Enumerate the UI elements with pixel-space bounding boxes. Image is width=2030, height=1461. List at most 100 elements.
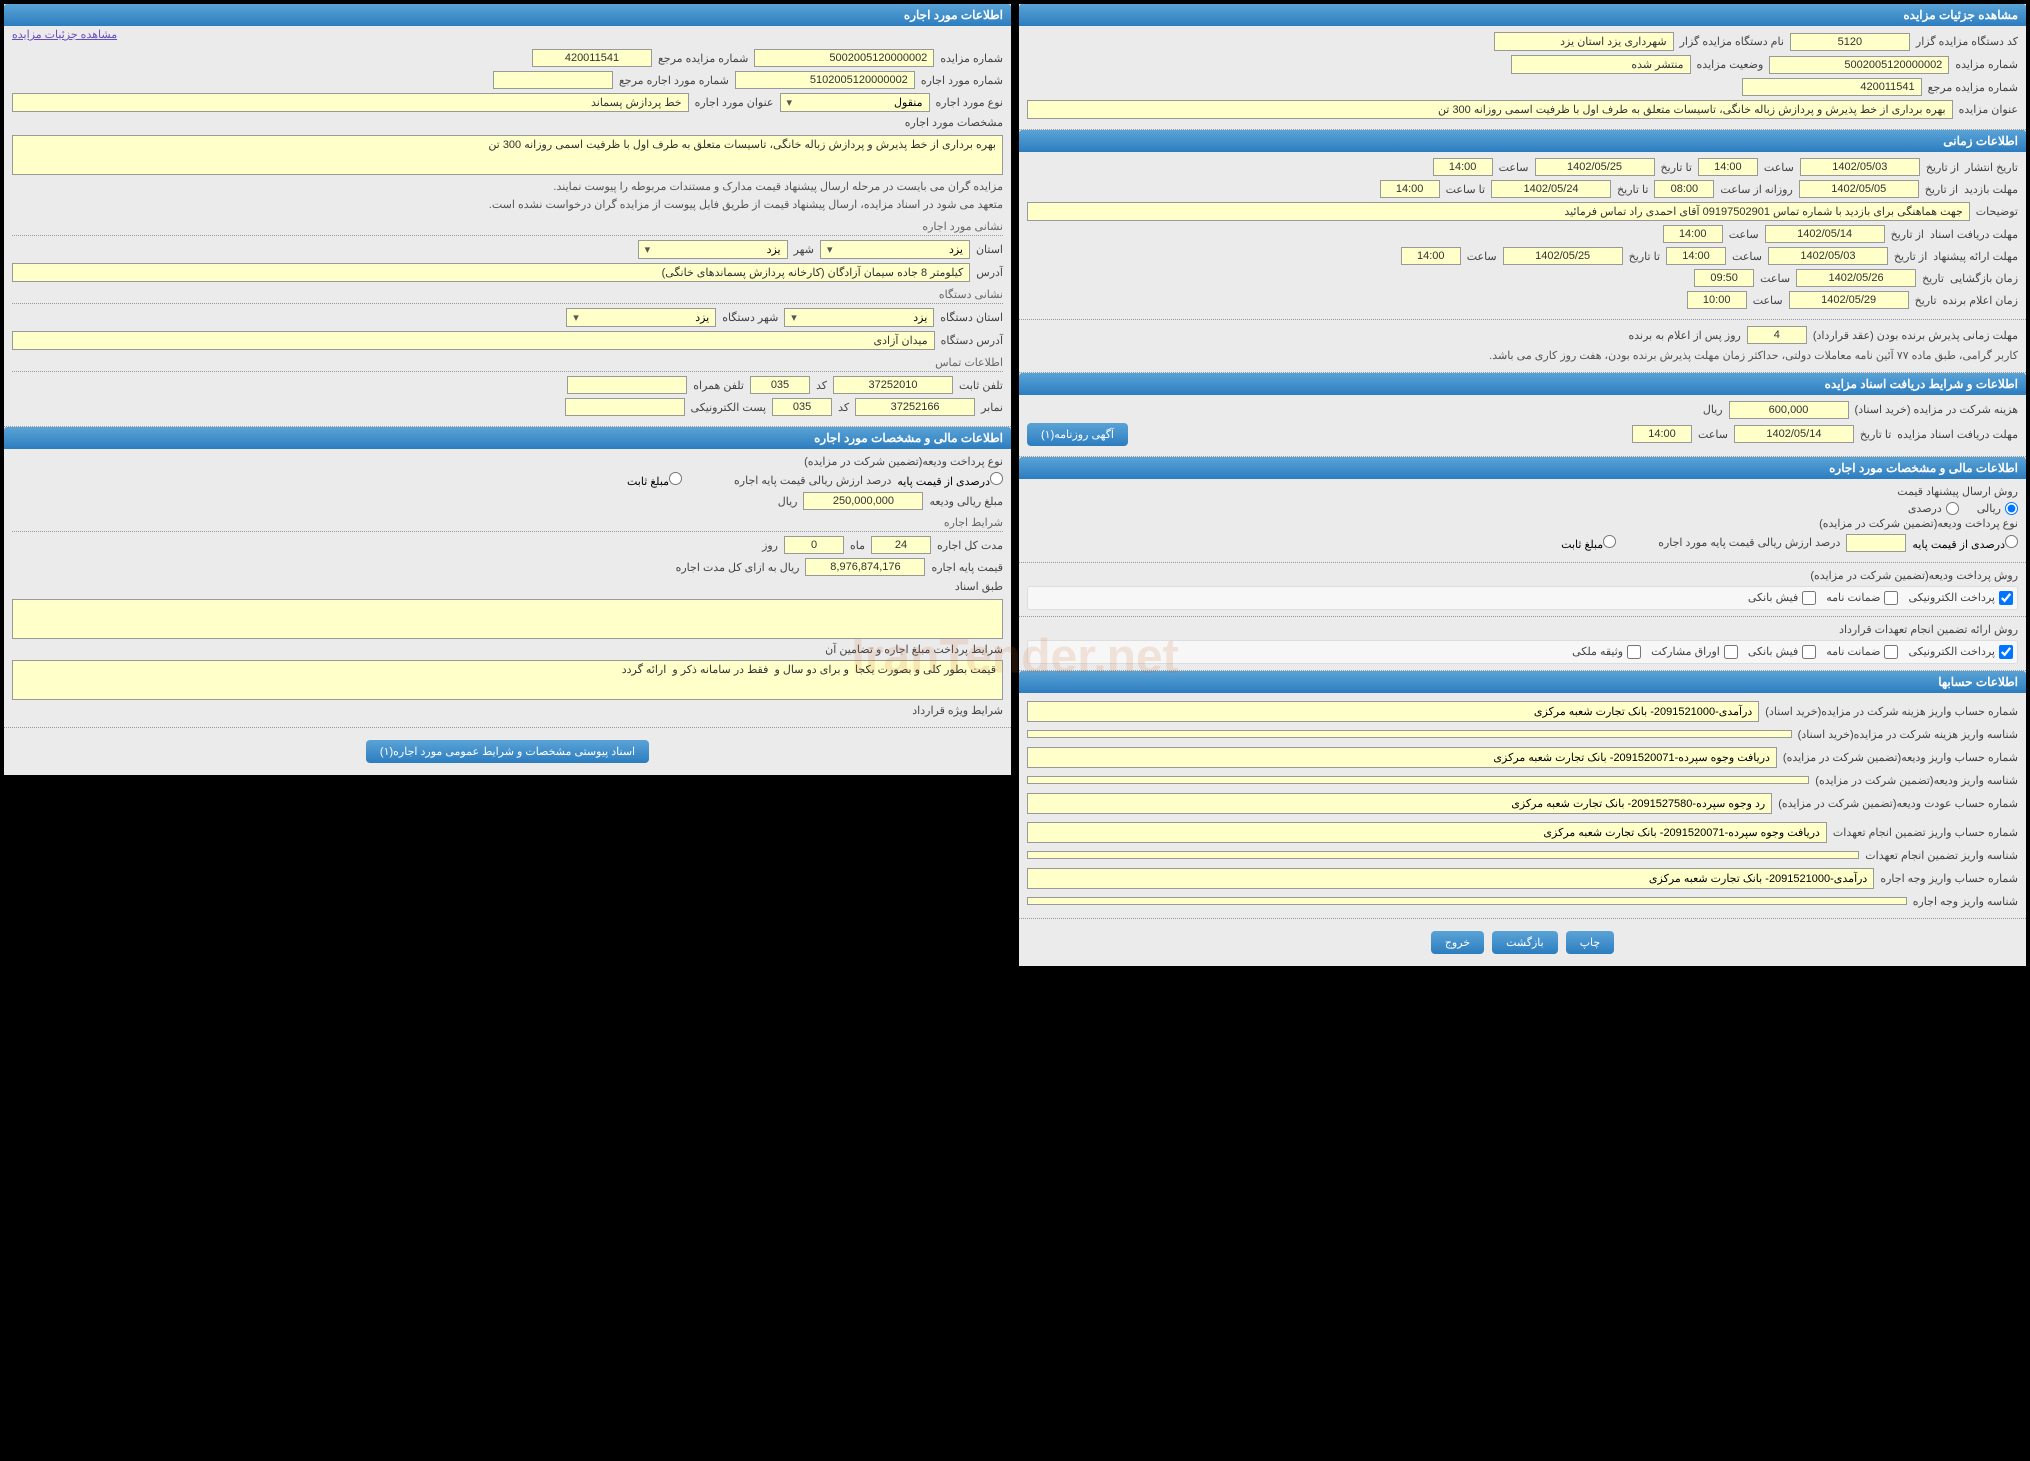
winner-date: 1402/05/29: [1789, 291, 1909, 309]
doc-deadline-time: 14:00: [1663, 225, 1723, 243]
newspaper-ad-button[interactable]: آگهی روزنامه(۱): [1027, 423, 1128, 446]
doc-deadline-label: مهلت دریافت اسناد: [1930, 228, 2018, 241]
lease-addr-sub: نشانی مورد اجاره: [12, 218, 1003, 236]
publish-from-date: 1402/05/03: [1800, 158, 1920, 176]
deposit-type-label-r: نوع پرداخت ودیعه(تضمین شرکت در مزایده): [1819, 517, 2018, 530]
pay-guarantee-check[interactable]: ضمانت نامه: [1826, 591, 1898, 605]
percent-base-field: [1846, 534, 1906, 552]
percent-base-radio-r[interactable]: درصدی از قیمت پایه: [1912, 535, 2018, 551]
acceptance-days: 4: [1747, 326, 1807, 344]
l-ref-no: 420011541: [532, 49, 652, 67]
acceptance-label: مهلت زمانی پذیرش برنده بودن (عقد قرارداد…: [1813, 329, 2018, 342]
visit-from-date: 1402/05/05: [1799, 180, 1919, 198]
view-details-link[interactable]: مشاهده جزئیات مزایده: [12, 29, 117, 41]
visit-to-date: 1402/05/24: [1491, 180, 1611, 198]
province-select[interactable]: یزد: [820, 240, 970, 259]
visit-label: مهلت بازدید: [1964, 183, 2018, 196]
visit-from-time: 08:00: [1654, 180, 1714, 198]
docs-text[interactable]: [12, 599, 1003, 639]
ref-no-label: شماره مزایده مرجع: [1928, 81, 2018, 94]
pay-fish-check[interactable]: فیش بانکی: [1748, 591, 1816, 605]
visit-to-time: 14:00: [1380, 180, 1440, 198]
contract-property-check[interactable]: وثیقه ملکی: [1572, 645, 1641, 659]
acc1: درآمدی-2091521000- بانک تجارت شعبه مرکزی: [1027, 701, 1759, 722]
acc7: [1027, 851, 1859, 859]
contract-guarantee-check[interactable]: ضمانت نامه: [1826, 645, 1898, 659]
contract-method-label: روش ارائه تضمین انجام تعهدات قرارداد: [1839, 623, 2018, 636]
winner-time: 10:00: [1687, 291, 1747, 309]
publish-to-date: 1402/05/25: [1535, 158, 1655, 176]
acc9: [1027, 897, 1907, 905]
l-auction-no: 5002005120000002: [754, 49, 934, 67]
publish-to-time: 14:00: [1433, 158, 1493, 176]
acc6: دریافت وجوه سپرده-2091520071- بانک تجارت…: [1027, 822, 1827, 843]
city-select[interactable]: یزد: [638, 240, 788, 259]
contract-bonds-check[interactable]: اوراق مشارکت: [1651, 645, 1738, 659]
auction-details-header: مشاهده جزئیات مزایده: [1019, 4, 2026, 26]
acceptance-note: کاربر گرامی، طبق ماده ۷۷ آئین نامه معامل…: [1027, 348, 2018, 366]
status: منتشر شده: [1511, 55, 1691, 74]
publish-label: تاریخ انتشار: [1965, 161, 2018, 174]
fixed-amount-radio-l[interactable]: مبلغ ثابت: [627, 472, 682, 488]
lease-ref: [493, 71, 613, 89]
org-address: میدان آزادی: [12, 331, 935, 350]
org-addr-sub: نشانی دستگاه: [12, 286, 1003, 304]
acc2: [1027, 730, 1792, 738]
auction-no-label: شماره مزایده: [1955, 58, 2018, 71]
auctioneer-name-label: نام دستگاه مزایده گزار: [1680, 35, 1784, 48]
percent-base-radio-l[interactable]: درصدی از قیمت پایه: [897, 472, 1003, 488]
right-panel: مشاهده جزئیات مزایده کد دستگاه مزایده گز…: [1019, 4, 2026, 966]
acc3: دریافت وجوه سپرده-2091520071- بانک تجارت…: [1027, 747, 1777, 768]
offer-label: مهلت ارائه پیشنهاد: [1933, 250, 2018, 263]
base-price: 8,976,874,176: [805, 558, 925, 576]
offer-from-date: 1402/05/03: [1768, 247, 1888, 265]
price-percent-radio[interactable]: درصدی: [1908, 502, 1959, 515]
pay-e-check[interactable]: پرداخت الکترونیکی: [1908, 591, 2013, 605]
print-button[interactable]: چاپ: [1566, 931, 1615, 954]
notes-label: توضیحات: [1976, 205, 2018, 218]
financial-header-r: اطلاعات مالی و مشخصات مورد اجاره: [1019, 457, 2026, 479]
auctioneer-name: شهرداری یزد استان یزد: [1494, 32, 1674, 51]
offer-to-date: 1402/05/25: [1503, 247, 1623, 265]
publish-from-time: 14:00: [1698, 158, 1758, 176]
open-time: 09:50: [1694, 269, 1754, 287]
fixed-amount-radio-r[interactable]: مبلغ ثابت: [1561, 535, 1616, 551]
auctioneer-code: 5120: [1790, 33, 1910, 51]
doc-deadline2-date: 1402/05/14: [1734, 425, 1854, 443]
org-province-select[interactable]: یزد: [784, 308, 934, 327]
doc-deadline2-label: مهلت دریافت اسناد مزایده: [1897, 428, 2018, 441]
contact-sub: اطلاعات تماس: [12, 354, 1003, 372]
pay-method-label: روش پرداخت ودیعه(تضمین شرکت در مزایده): [1810, 569, 2018, 582]
fax: 37252166: [855, 398, 975, 416]
org-city-select[interactable]: یزد: [566, 308, 716, 327]
lease-no: 5102005120000002: [735, 71, 915, 89]
contract-fish-check[interactable]: فیش بانکی: [1748, 645, 1816, 659]
time-info-header: اطلاعات زمانی: [1019, 130, 2026, 152]
auction-title: بهره برداری از خط پذیرش و پردازش زباله خ…: [1027, 100, 1953, 119]
fee-label: هزینه شرکت در مزایده (خرید اسناد): [1855, 403, 2018, 416]
lease-note1: مزایده گران می بایست در مرحله ارسال پیشن…: [12, 179, 1003, 197]
doc-deadline-date: 1402/05/14: [1765, 225, 1885, 243]
status-label: وضعیت مزایده: [1697, 58, 1764, 71]
price-riyali-radio[interactable]: ریالی: [1977, 502, 2018, 515]
lease-spec[interactable]: [12, 135, 1003, 175]
exit-button[interactable]: خروج: [1431, 931, 1484, 954]
doc-deadline2-time: 14:00: [1632, 425, 1692, 443]
offer-to-time: 14:00: [1401, 247, 1461, 265]
auctioneer-code-label: کد دستگاه مزایده گزار: [1916, 35, 2018, 48]
auction-no: 5002005120000002: [1769, 56, 1949, 74]
lease-note2: متعهد می شود در اسناد مزایده، ارسال پیشن…: [12, 197, 1003, 215]
offer-from-time: 14:00: [1666, 247, 1726, 265]
winner-label: زمان اعلام برنده: [1943, 294, 2018, 307]
attachments-button[interactable]: اسناد پیوستی مشخصات و شرایط عمومی مورد ا…: [366, 740, 649, 763]
special-text[interactable]: [12, 660, 1003, 700]
price-method-label: روش ارسال پیشنهاد قیمت: [1897, 485, 2018, 498]
acc8: درآمدی-2091521000- بانک تجارت شعبه مرکزی: [1027, 868, 1874, 889]
back-button[interactable]: بازگشت: [1492, 931, 1558, 954]
lease-type-select[interactable]: منقول: [780, 93, 930, 112]
terms-sub: شرایط اجاره: [12, 514, 1003, 532]
financial-header-l: اطلاعات مالی و مشخصات مورد اجاره: [4, 427, 1011, 449]
contract-e-check[interactable]: پرداخت الکترونیکی: [1908, 645, 2013, 659]
duration-day: 0: [784, 536, 844, 554]
acc4: [1027, 776, 1809, 784]
